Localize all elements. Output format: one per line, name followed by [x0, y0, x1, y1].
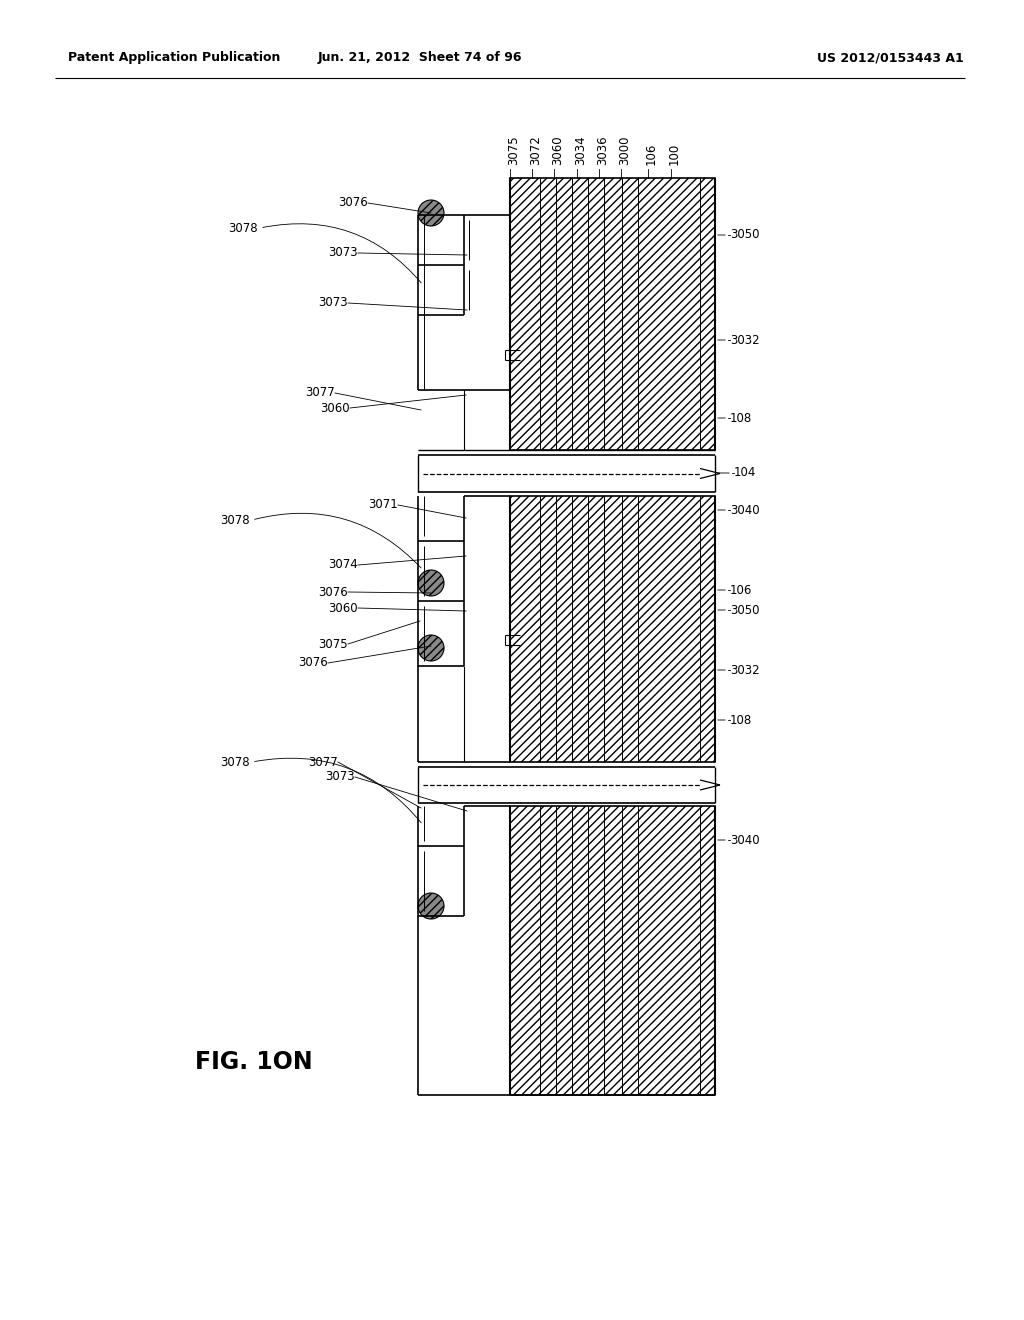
- Text: 3036: 3036: [596, 136, 609, 165]
- Text: 100: 100: [668, 143, 681, 165]
- Text: Jun. 21, 2012  Sheet 74 of 96: Jun. 21, 2012 Sheet 74 of 96: [317, 51, 522, 65]
- Text: 3071: 3071: [369, 499, 398, 511]
- Text: FIG. 1ON: FIG. 1ON: [195, 1049, 312, 1074]
- Text: 3040: 3040: [730, 833, 760, 846]
- Text: 3077: 3077: [305, 387, 335, 400]
- Text: 3060: 3060: [551, 136, 564, 165]
- Text: 3078: 3078: [220, 513, 250, 527]
- Text: 3032: 3032: [730, 334, 760, 346]
- Text: 3060: 3060: [329, 602, 358, 615]
- Text: 3032: 3032: [730, 664, 760, 676]
- Text: 3078: 3078: [228, 222, 258, 235]
- Text: 3000: 3000: [618, 136, 631, 165]
- Text: 3076: 3076: [338, 197, 368, 210]
- Text: 3050: 3050: [730, 228, 760, 242]
- Circle shape: [418, 894, 444, 919]
- Text: 3050: 3050: [730, 603, 760, 616]
- Circle shape: [418, 570, 444, 597]
- Text: 106: 106: [645, 143, 658, 165]
- Circle shape: [418, 635, 444, 661]
- Text: 3075: 3075: [318, 638, 348, 651]
- Text: 3072: 3072: [529, 135, 542, 165]
- Text: 3040: 3040: [730, 503, 760, 516]
- Text: 3077: 3077: [308, 755, 338, 768]
- Circle shape: [418, 201, 444, 226]
- Text: 108: 108: [730, 714, 753, 726]
- Text: 3078: 3078: [220, 755, 250, 768]
- Text: 3074: 3074: [329, 558, 358, 572]
- Text: 3076: 3076: [298, 656, 328, 669]
- Text: 104: 104: [734, 466, 757, 479]
- Text: 106: 106: [730, 583, 753, 597]
- Bar: [510, 496, 715, 762]
- Text: 3060: 3060: [321, 401, 350, 414]
- Text: 3076: 3076: [318, 586, 348, 598]
- Text: Patent Application Publication: Patent Application Publication: [68, 51, 281, 65]
- Text: 3073: 3073: [318, 297, 348, 309]
- Bar: [510, 178, 715, 450]
- Text: 3075: 3075: [507, 136, 520, 165]
- Text: 108: 108: [730, 412, 753, 425]
- Bar: [510, 807, 715, 1096]
- Text: 3073: 3073: [326, 771, 355, 784]
- Text: 3073: 3073: [329, 247, 358, 260]
- Text: US 2012/0153443 A1: US 2012/0153443 A1: [816, 51, 964, 65]
- Text: 3034: 3034: [574, 136, 587, 165]
